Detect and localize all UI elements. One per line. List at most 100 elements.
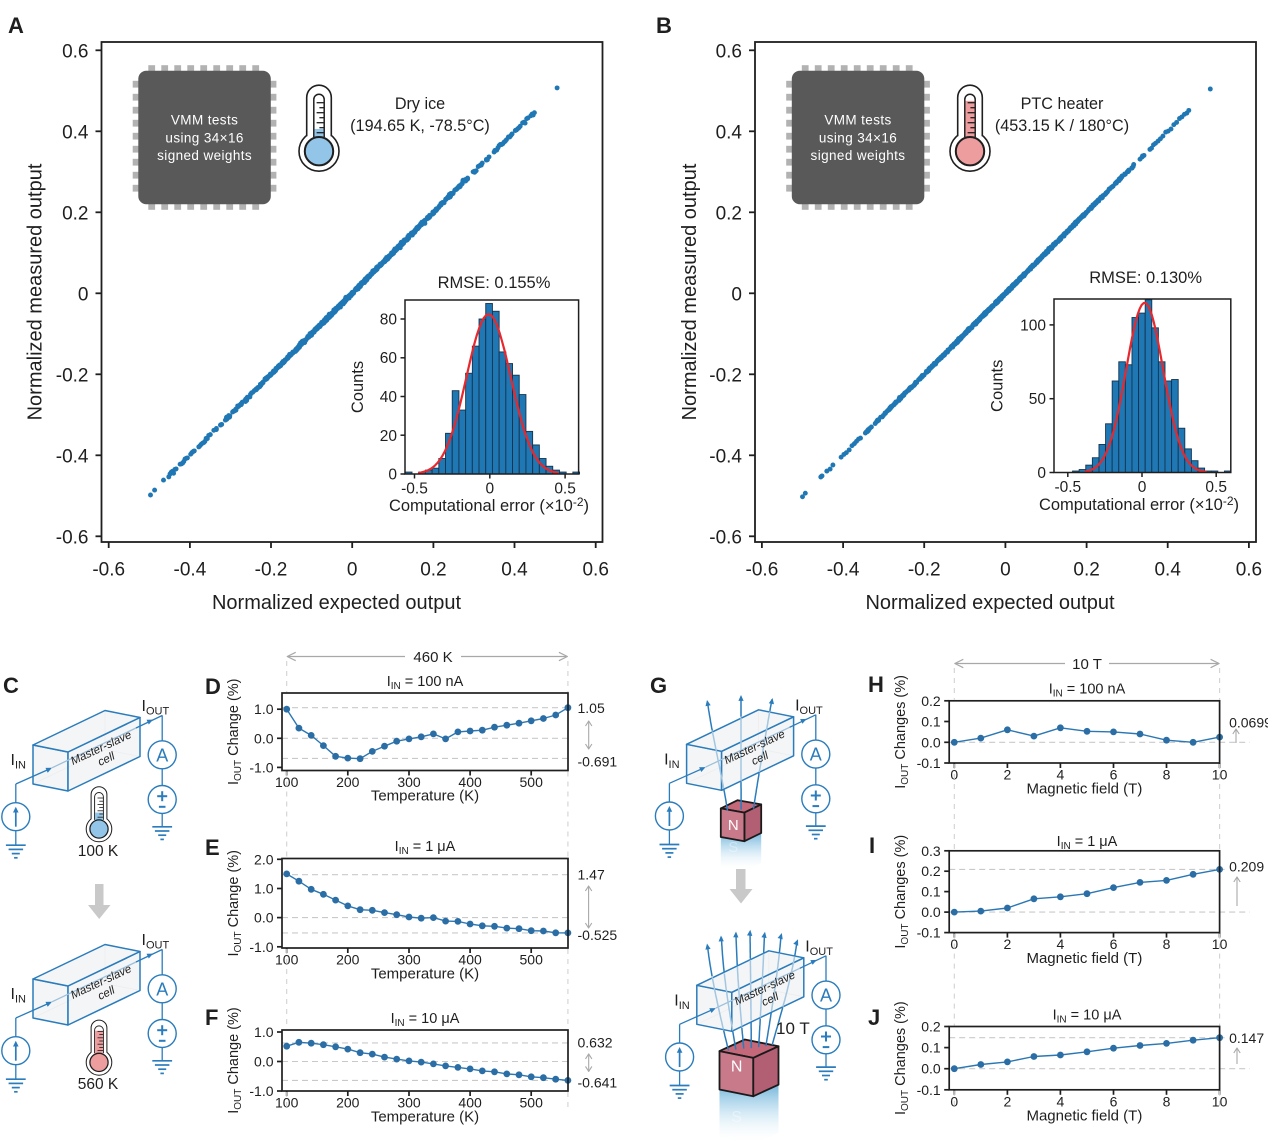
svg-text:RMSE: 0.155%: RMSE: 0.155% [438,274,551,292]
svg-text:-0.5: -0.5 [401,481,428,498]
svg-text:40: 40 [380,389,398,406]
svg-text:IIN = 10 μA: IIN = 10 μA [1053,1008,1122,1026]
svg-text:500: 500 [520,1095,544,1111]
svg-text:0.0: 0.0 [921,1061,941,1077]
svg-text:0.1: 0.1 [921,884,941,900]
svg-text:10 T: 10 T [1072,656,1102,673]
svg-text:4: 4 [1057,767,1065,783]
svg-text:100 K: 100 K [78,843,119,860]
svg-text:0.0: 0.0 [254,730,274,746]
svg-text:0: 0 [1000,560,1011,581]
svg-text:Magnetic field (T): Magnetic field (T) [1026,781,1142,798]
svg-text:0.4: 0.4 [1154,560,1181,581]
svg-text:0: 0 [485,481,494,498]
svg-text:560 K: 560 K [78,1076,119,1093]
svg-text:0.1: 0.1 [921,1040,941,1056]
svg-text:80: 80 [380,312,398,329]
svg-text:400: 400 [458,1095,482,1111]
svg-text:Temperature (K): Temperature (K) [371,966,479,983]
svg-text:0.0: 0.0 [921,904,941,920]
svg-text:0.2: 0.2 [921,863,941,879]
svg-text:50: 50 [1029,391,1047,408]
svg-text:0.4: 0.4 [716,122,743,143]
svg-text:1.47: 1.47 [578,867,605,883]
svg-text:IOUT Change (%): IOUT Change (%) [226,850,244,957]
svg-text:VMM tests: VMM tests [171,112,238,127]
svg-text:F: F [205,1005,218,1030]
svg-text:0.1: 0.1 [921,714,941,730]
svg-text:A: A [156,979,168,999]
svg-text:460 K: 460 K [413,649,452,666]
svg-text:A: A [820,986,832,1006]
svg-text:H: H [868,672,884,697]
svg-text:-0.4: -0.4 [174,560,207,581]
svg-text:1.0: 1.0 [254,881,274,897]
svg-text:0: 0 [78,284,89,305]
svg-text:IOUT Change (%): IOUT Change (%) [226,1007,244,1114]
svg-text:IIN = 100 nA: IIN = 100 nA [387,674,464,692]
svg-text:IIN = 100 nA: IIN = 100 nA [1049,682,1126,700]
svg-text:Normalized expected output: Normalized expected output [865,592,1114,614]
svg-text:300: 300 [397,1095,421,1111]
svg-text:0.2: 0.2 [716,203,742,224]
svg-text:0: 0 [1037,465,1046,482]
svg-text:0.6: 0.6 [716,41,742,62]
svg-text:IOUT Changes (%): IOUT Changes (%) [893,675,911,789]
svg-text:10 T: 10 T [776,1019,810,1038]
svg-text:Normalized measured output: Normalized measured output [679,163,701,420]
svg-text:IIN = 1 μA: IIN = 1 μA [395,839,456,857]
svg-text:(453.15 K / 180°C): (453.15 K / 180°C) [995,117,1129,135]
svg-text:J: J [868,1005,880,1030]
svg-text:0.147: 0.147 [1229,1030,1264,1046]
svg-text:0.5: 0.5 [1205,479,1227,496]
svg-text:-0.4: -0.4 [709,446,742,467]
svg-text:A: A [156,745,168,765]
svg-text:0: 0 [388,467,397,484]
svg-text:20: 20 [380,428,398,445]
svg-text:0.4: 0.4 [501,560,528,581]
svg-text:A: A [810,745,822,765]
svg-text:-0.2: -0.2 [908,560,941,581]
svg-text:IOUT Changes (%): IOUT Changes (%) [893,835,911,949]
svg-text:A: A [8,13,24,38]
svg-text:IIN = 1 μA: IIN = 1 μA [1057,834,1118,852]
svg-text:0.2: 0.2 [62,203,88,224]
svg-text:-0.2: -0.2 [709,365,742,386]
svg-text:-0.1: -0.1 [917,925,941,941]
svg-text:1.0: 1.0 [254,701,274,717]
svg-text:IIN = 10 μA: IIN = 10 μA [391,1011,460,1029]
svg-text:-1.0: -1.0 [249,759,273,775]
svg-text:0.6: 0.6 [582,560,608,581]
svg-text:using 34×16: using 34×16 [819,130,897,145]
svg-text:0.2: 0.2 [1073,560,1099,581]
svg-text:E: E [205,835,220,860]
svg-text:-1.0: -1.0 [249,939,273,955]
svg-text:S: S [728,839,738,856]
svg-text:-0.691: -0.691 [578,754,618,770]
svg-text:0: 0 [347,560,358,581]
svg-text:4: 4 [1057,936,1065,952]
svg-text:-1.0: -1.0 [249,1083,273,1099]
svg-text:S: S [731,1109,742,1126]
svg-text:200: 200 [336,774,360,790]
svg-text:B: B [656,13,672,38]
svg-text:IOUT Change (%): IOUT Change (%) [226,678,244,785]
svg-text:1.0: 1.0 [254,1024,274,1040]
svg-text:IOUT Changes (%): IOUT Changes (%) [893,1001,911,1115]
svg-text:4: 4 [1057,1093,1065,1109]
svg-text:PTC heater: PTC heater [1021,95,1104,113]
svg-text:300: 300 [397,774,421,790]
svg-text:G: G [650,673,667,698]
svg-text:Magnetic field (T): Magnetic field (T) [1026,950,1142,967]
svg-text:signed weights: signed weights [811,148,906,163]
svg-text:-0.4: -0.4 [827,560,860,581]
svg-text:8: 8 [1163,1093,1171,1109]
svg-text:0.209: 0.209 [1229,859,1264,875]
svg-text:2.0: 2.0 [254,851,274,867]
svg-text:0.4: 0.4 [62,122,89,143]
svg-text:8: 8 [1163,936,1171,952]
svg-text:-0.2: -0.2 [56,365,89,386]
svg-text:500: 500 [520,952,544,968]
svg-text:400: 400 [458,952,482,968]
svg-text:Counts: Counts [988,360,1006,412]
